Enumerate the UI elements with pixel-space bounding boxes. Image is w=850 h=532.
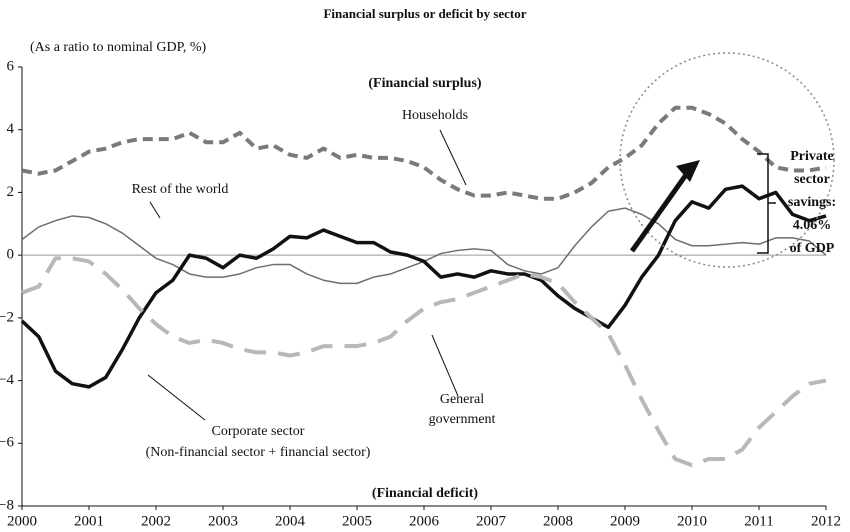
trend-arrow-head (676, 160, 700, 182)
x-tick-label: 2010 (677, 513, 707, 529)
y-tick-label: −8 (0, 497, 14, 513)
annotation: Private (790, 149, 834, 164)
x-tick-label: 2009 (610, 513, 640, 529)
pointer (439, 129, 467, 186)
annotation: (Financial deficit) (372, 486, 478, 501)
y-axis-label: (As a ratio to nominal GDP, %) (30, 40, 206, 55)
y-tick-label: −4 (0, 372, 14, 388)
y-tick-label: 6 (7, 58, 15, 74)
series-line (21, 207, 827, 285)
annotation: Rest of the world (132, 182, 229, 197)
y-tick-label: 0 (7, 247, 15, 263)
annotation: Corporate sector (212, 424, 305, 439)
series-line (21, 105, 827, 201)
x-tick-label: 2006 (409, 513, 440, 529)
annotation: General government (429, 392, 496, 427)
pointer (149, 201, 161, 219)
annotation: 4.06% (793, 218, 832, 233)
annotation: (Financial surplus) (368, 76, 482, 91)
pointer (147, 374, 206, 421)
chart-title: Financial surplus or deficit by sector (323, 6, 526, 21)
x-tick-label: 2000 (7, 513, 37, 529)
x-tick-label: 2003 (208, 513, 238, 529)
annotation: (Non-financial sector + financial sector… (146, 445, 371, 460)
x-tick-label: 2004 (275, 513, 306, 529)
x-tick-label: 2012 (811, 513, 841, 529)
annotation: sector (794, 172, 830, 187)
annotation: Households (402, 108, 468, 123)
trend-arrow (629, 170, 691, 253)
y-tick-label: −6 (0, 435, 14, 451)
x-tick-label: 2007 (476, 513, 507, 529)
pointer (431, 334, 459, 397)
series-line (21, 256, 827, 468)
x-tick-label: 2008 (543, 513, 573, 529)
annotation: savings: (788, 195, 836, 210)
x-tick-label: 2005 (342, 513, 372, 529)
y-tick-label: 4 (7, 121, 15, 137)
y-tick-label: −2 (0, 309, 14, 325)
highlight-circle (619, 52, 835, 268)
annotation: of GDP (790, 241, 835, 256)
x-tick-label: 2002 (141, 513, 171, 529)
bracket (757, 153, 776, 254)
x-tick-label: 2011 (744, 513, 773, 529)
x-tick-label: 2001 (74, 513, 104, 529)
y-tick-label: 2 (7, 184, 15, 200)
series-line (20, 184, 827, 389)
